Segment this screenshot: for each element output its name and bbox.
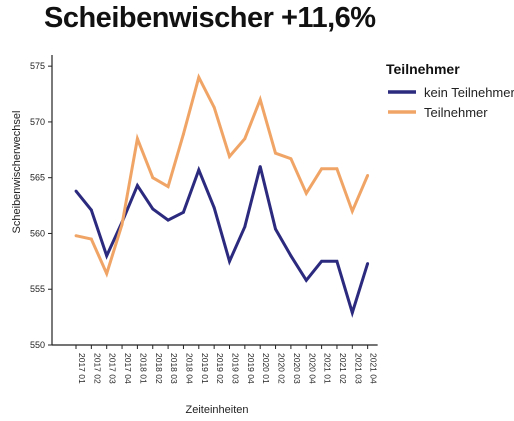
data-point-kein-teilnehmer: [274, 227, 277, 231]
data-point-teilnehmer: [366, 174, 370, 177]
data-point-kein-teilnehmer: [197, 168, 201, 172]
data-point-kein-teilnehmer: [304, 278, 308, 282]
y-axis: 550 555 560 565 570 575: [30, 55, 53, 350]
data-point-teilnehmer: [289, 157, 293, 161]
data-point-kein-teilnehmer: [166, 218, 170, 222]
data-point-kein-teilnehmer: [136, 184, 139, 187]
data-point-kein-teilnehmer: [258, 165, 262, 168]
data-point-teilnehmer: [182, 132, 185, 136]
x-tick-label: 2017 03: [108, 353, 118, 384]
data-point-teilnehmer: [74, 234, 78, 238]
y-tick-label: 570: [30, 117, 45, 127]
y-tick-label: 560: [30, 228, 45, 238]
data-point-teilnehmer: [151, 176, 155, 180]
x-tick-label: 2019 04: [246, 353, 256, 384]
legend: Teilnehmer kein Teilnehmer Teilnehmer: [386, 61, 514, 120]
data-point-kein-teilnehmer: [243, 225, 247, 229]
data-point-kein-teilnehmer: [74, 189, 78, 193]
data-point-teilnehmer: [89, 237, 93, 241]
x-tick-label: 2018 03: [169, 353, 179, 384]
legend-title: Teilnehmer: [386, 61, 460, 77]
data-point-teilnehmer: [197, 75, 201, 79]
y-tick-label: 550: [30, 340, 45, 350]
data-point-teilnehmer: [136, 137, 139, 141]
data-point-kein-teilnehmer: [350, 311, 354, 315]
x-tick-label: 2018 04: [184, 353, 194, 384]
data-point-teilnehmer: [274, 151, 277, 155]
series-line-teilnehmer: [75, 73, 369, 278]
data-point-teilnehmer: [258, 98, 262, 102]
data-point-teilnehmer: [350, 209, 354, 213]
y-tick-label: 575: [30, 61, 45, 71]
data-point-kein-teilnehmer: [151, 207, 155, 211]
x-tick-label: 2020 01: [261, 353, 271, 384]
x-tick-label: 2021 01: [323, 353, 333, 384]
legend-label-kein-teilnehmer: kein Teilnehmer: [424, 85, 514, 100]
y-axis-label: Scheibenwischerwechsel: [11, 111, 23, 234]
data-point-kein-teilnehmer: [212, 206, 216, 210]
x-axis: 2017 01 2017 02 2017 03 2017 04 2018 01 2018 …: [52, 344, 379, 384]
x-tick-label: 2021 03: [353, 353, 363, 384]
x-tick-label: 2017 02: [92, 353, 102, 384]
x-tick-label: 2020 03: [292, 353, 302, 384]
x-tick-label: 2019 02: [215, 353, 225, 384]
data-point-teilnehmer: [228, 155, 231, 158]
x-tick-label: 2020 04: [307, 353, 317, 384]
data-point-teilnehmer: [243, 137, 247, 141]
data-point-kein-teilnehmer: [89, 208, 93, 212]
data-point-teilnehmer: [105, 272, 109, 276]
x-tick-label: 2018 02: [154, 353, 164, 384]
x-tick-label: 2021 02: [338, 353, 348, 384]
x-tick-label: 2018 01: [138, 353, 148, 384]
x-tick-label: 2021 04: [369, 353, 379, 384]
x-tick-label: 2019 01: [200, 353, 210, 384]
data-point-kein-teilnehmer: [366, 262, 370, 265]
y-tick-label: 555: [30, 284, 45, 294]
data-point-kein-teilnehmer: [105, 254, 109, 258]
chart-title: Scheibenwischer +11,6%: [44, 2, 376, 34]
x-tick-label: 2019 03: [231, 353, 241, 384]
data-point-kein-teilnehmer: [289, 254, 293, 258]
x-tick-label: 2020 02: [277, 353, 287, 384]
data-point-teilnehmer: [120, 223, 124, 226]
data-point-teilnehmer: [304, 191, 308, 195]
data-point-teilnehmer: [212, 106, 216, 109]
legend-label-teilnehmer: Teilnehmer: [424, 105, 488, 120]
x-tick-label: 2017 04: [123, 353, 133, 384]
data-point-teilnehmer: [335, 167, 339, 171]
data-point-kein-teilnehmer: [228, 259, 231, 263]
data-point-teilnehmer: [166, 185, 170, 189]
data-point-kein-teilnehmer: [335, 259, 339, 263]
x-tick-label: 2017 01: [77, 353, 87, 384]
data-point-kein-teilnehmer: [320, 259, 323, 263]
y-tick-label: 565: [30, 173, 45, 183]
data-point-teilnehmer: [320, 167, 323, 171]
series-line-kein-teilnehmer: [74, 165, 370, 318]
series-group: [74, 73, 370, 318]
x-axis-label: Zeiteinheiten: [186, 404, 249, 416]
data-point-kein-teilnehmer: [182, 210, 185, 214]
